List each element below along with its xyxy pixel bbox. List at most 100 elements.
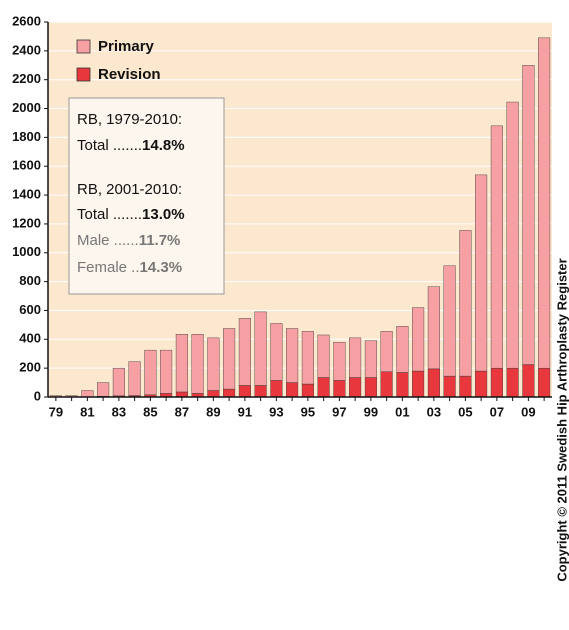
bar-segment [443, 375, 456, 398]
bar-segment [506, 101, 519, 369]
bar-segment [380, 331, 393, 372]
annotation-label: RB, 2001-2010: [77, 181, 182, 198]
y-tick-label: 600 [19, 302, 41, 317]
legend-label: Revision [98, 66, 161, 83]
bar-segment [522, 65, 535, 365]
y-tick-label: 2400 [12, 42, 41, 57]
bar-segment [349, 337, 362, 378]
y-tick-label: 2600 [12, 13, 41, 28]
x-tick-label: 09 [521, 404, 535, 419]
bar-segment [317, 334, 330, 378]
bar-segment [538, 37, 551, 369]
bar-segment [144, 349, 157, 396]
bar-segment [522, 364, 535, 398]
bar-segment [443, 265, 456, 377]
x-tick-label: 89 [206, 404, 220, 419]
annotation: Total .......14.8% [77, 137, 185, 154]
annotation-label: Female .. [77, 259, 140, 276]
annotation: Female ..14.3% [77, 259, 182, 276]
y-tick-label: 2200 [12, 71, 41, 86]
x-tick-label: 91 [238, 404, 252, 419]
bar-segment [490, 125, 503, 369]
annotation: Male ......11.7% [77, 232, 180, 249]
bar-segment [254, 385, 267, 398]
bar-segment [317, 377, 330, 398]
bar-segment [396, 326, 409, 373]
x-tick-label: 07 [490, 404, 504, 419]
y-tick-label: 1400 [12, 187, 41, 202]
legend-swatch [76, 39, 91, 54]
y-tick-label: 200 [19, 360, 41, 375]
bar-segment [270, 323, 283, 381]
bar-segment [286, 328, 299, 383]
x-tick-label: 81 [80, 404, 94, 419]
bar-segment [112, 367, 125, 397]
bar-segment [223, 388, 236, 398]
bar-segment [175, 391, 188, 398]
x-tick-label: 87 [175, 404, 189, 419]
annotation-label: Total ....... [77, 137, 142, 154]
bar-segment [364, 377, 377, 398]
annotation-label: RB, 1979-2010: [77, 111, 182, 128]
bar-segment [207, 337, 220, 391]
y-tick-label: 1600 [12, 158, 41, 173]
x-tick-label: 95 [301, 404, 315, 419]
annotation-box [68, 97, 225, 295]
bar-segment [427, 368, 440, 398]
bar-segment [175, 334, 188, 393]
bar-segment [81, 390, 94, 397]
bar-segment [301, 383, 314, 398]
bar-segment [238, 318, 251, 386]
x-tick-label: 99 [364, 404, 378, 419]
legend-swatch [76, 67, 91, 82]
annotation-value: 13.0% [142, 206, 185, 223]
x-tick-label: 79 [49, 404, 63, 419]
bar-segment [270, 380, 283, 398]
bar-segment [301, 331, 314, 385]
x-tick-label: 01 [395, 404, 409, 419]
bar-segment [97, 382, 110, 397]
annotation-value: 14.3% [140, 259, 183, 276]
bar-segment [160, 349, 173, 394]
y-tick-label: 2000 [12, 100, 41, 115]
bar-segment [223, 328, 236, 390]
bar-segment [333, 341, 346, 381]
annotation-label: Total ....... [77, 206, 142, 223]
legend: Primary Revision [76, 38, 161, 83]
bar-segment [459, 375, 472, 398]
y-tick-label: 400 [19, 331, 41, 346]
y-tick-label: 800 [19, 273, 41, 288]
x-tick-label: 03 [427, 404, 441, 419]
bar-segment [364, 340, 377, 378]
bar-segment [380, 371, 393, 398]
annotation-value: 14.8% [142, 137, 185, 154]
x-tick-label: 83 [112, 404, 126, 419]
x-tick-label: 93 [269, 404, 283, 419]
bar-segment [349, 377, 362, 398]
y-tick-label: 1800 [12, 129, 41, 144]
bar-segment [254, 311, 267, 386]
bar-segment [238, 385, 251, 398]
bar-segment [128, 361, 141, 396]
annotation-label: Male ...... [77, 232, 139, 249]
bar-segment [427, 286, 440, 370]
annotation-value: 11.7% [139, 232, 181, 249]
bar-segment [475, 370, 488, 398]
annotation: RB, 2001-2010: [77, 181, 182, 198]
bar-segment [286, 382, 299, 398]
bar-segment [207, 390, 220, 398]
bar-segment [191, 334, 204, 394]
bar-segment [506, 367, 519, 398]
y-tick-label: 1000 [12, 244, 41, 259]
x-tick-label: 97 [332, 404, 346, 419]
bar-segment [412, 307, 425, 372]
bar-segment [459, 230, 472, 377]
bar-segment [333, 380, 346, 398]
y-tick-label: 0 [34, 388, 41, 403]
y-tick-label: 1200 [12, 215, 41, 230]
bar-segment [396, 372, 409, 398]
bar-segment [538, 367, 551, 398]
x-tick-label: 85 [143, 404, 157, 419]
legend-label: Primary [98, 38, 155, 55]
